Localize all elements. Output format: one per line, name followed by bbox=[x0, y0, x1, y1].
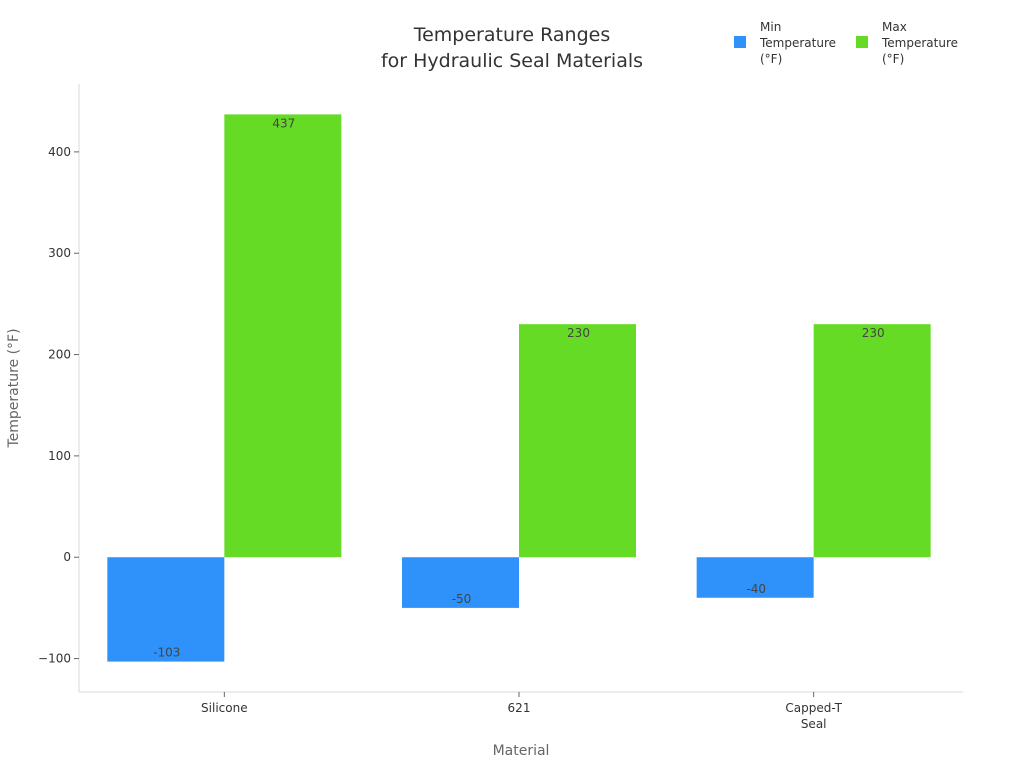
legend-item-min[interactable]: Min Temperature (°F) bbox=[734, 19, 850, 67]
bar-min bbox=[696, 557, 814, 598]
legend-item-max[interactable]: Max Temperature (°F) bbox=[856, 19, 972, 67]
bar-max bbox=[224, 114, 342, 558]
y-tick-label: 0 bbox=[63, 550, 71, 564]
y-axis-title: Temperature (°F) bbox=[6, 328, 22, 448]
y-tick-label: 400 bbox=[48, 145, 71, 159]
data-label: 437 bbox=[272, 116, 295, 130]
x-tick-label: Capped-T bbox=[785, 701, 842, 715]
x-tick-label: 621 bbox=[508, 701, 531, 715]
legend-label-min: Min Temperature (°F) bbox=[760, 20, 837, 66]
data-label: 230 bbox=[862, 326, 885, 340]
data-label: -50 bbox=[452, 592, 472, 606]
x-tick-label: Seal bbox=[801, 717, 827, 731]
x-tick-label: Silicone bbox=[201, 701, 248, 715]
y-tick-label: 100 bbox=[48, 449, 71, 463]
x-axis-title: Material bbox=[493, 743, 550, 759]
chart-title: Temperature Ranges for Hydraulic Seal Ma… bbox=[312, 22, 712, 74]
data-label: 230 bbox=[567, 326, 590, 340]
data-label: -40 bbox=[746, 582, 766, 596]
legend-label-max: Max Temperature (°F) bbox=[882, 20, 959, 66]
chart-title-line-2: for Hydraulic Seal Materials bbox=[380, 50, 644, 72]
y-tick-label: 300 bbox=[48, 246, 71, 260]
legend-swatch-max bbox=[856, 36, 868, 48]
chart-title-line-1: Temperature Ranges bbox=[413, 24, 611, 46]
data-label: -103 bbox=[153, 646, 180, 660]
bar-max bbox=[519, 324, 636, 558]
y-tick-label: 200 bbox=[48, 348, 71, 362]
y-tick-label: −100 bbox=[38, 652, 71, 666]
legend-swatch-min bbox=[734, 36, 746, 48]
bar-min bbox=[402, 557, 519, 608]
bar-max bbox=[813, 324, 931, 558]
bar-min bbox=[107, 557, 225, 662]
